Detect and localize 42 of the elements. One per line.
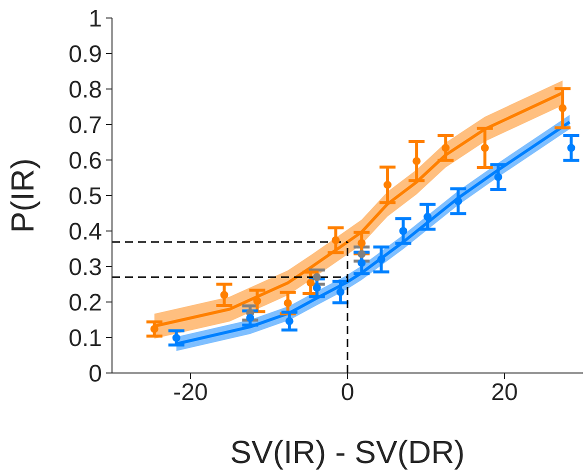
point bbox=[253, 296, 262, 305]
point bbox=[332, 236, 340, 244]
y-axis-title: P(IR) bbox=[4, 158, 40, 233]
point bbox=[399, 227, 408, 235]
point bbox=[558, 104, 567, 112]
y-tick-label: 1 bbox=[88, 6, 102, 33]
y-tick-label: 0.6 bbox=[68, 148, 102, 175]
y-tick-label: 0.3 bbox=[68, 254, 102, 282]
x-tick-label: -20 bbox=[173, 379, 208, 406]
point bbox=[306, 278, 315, 287]
point bbox=[312, 284, 321, 292]
point bbox=[284, 299, 292, 308]
point bbox=[220, 290, 228, 299]
point bbox=[358, 239, 366, 248]
point bbox=[454, 197, 462, 206]
y-tick-label: 0.2 bbox=[68, 290, 102, 317]
point bbox=[312, 273, 321, 282]
point bbox=[377, 255, 386, 264]
point bbox=[336, 288, 344, 296]
y-tick-label: 0.4 bbox=[68, 218, 102, 246]
x-tick-label: 0 bbox=[340, 379, 354, 406]
point bbox=[246, 314, 254, 322]
point bbox=[172, 334, 180, 342]
point bbox=[424, 212, 432, 221]
y-tick-label: 0.7 bbox=[68, 112, 102, 140]
point bbox=[285, 317, 294, 326]
y-tick-label: 0.9 bbox=[68, 41, 102, 68]
point bbox=[384, 180, 392, 189]
point bbox=[494, 173, 502, 182]
point bbox=[150, 324, 158, 333]
point bbox=[358, 258, 366, 267]
point bbox=[358, 250, 366, 258]
x-tick-label: 20 bbox=[491, 379, 518, 406]
x-axis-title: SV(IR) - SV(DR) bbox=[230, 434, 465, 470]
y-tick-label: 0.5 bbox=[68, 183, 102, 210]
point bbox=[412, 157, 421, 166]
y-tick-label: 0 bbox=[88, 360, 102, 388]
y-tick-label: 0.1 bbox=[68, 325, 102, 352]
point bbox=[480, 144, 489, 152]
y-tick-label: 0.8 bbox=[68, 76, 102, 104]
point bbox=[442, 144, 450, 152]
point bbox=[567, 144, 576, 152]
